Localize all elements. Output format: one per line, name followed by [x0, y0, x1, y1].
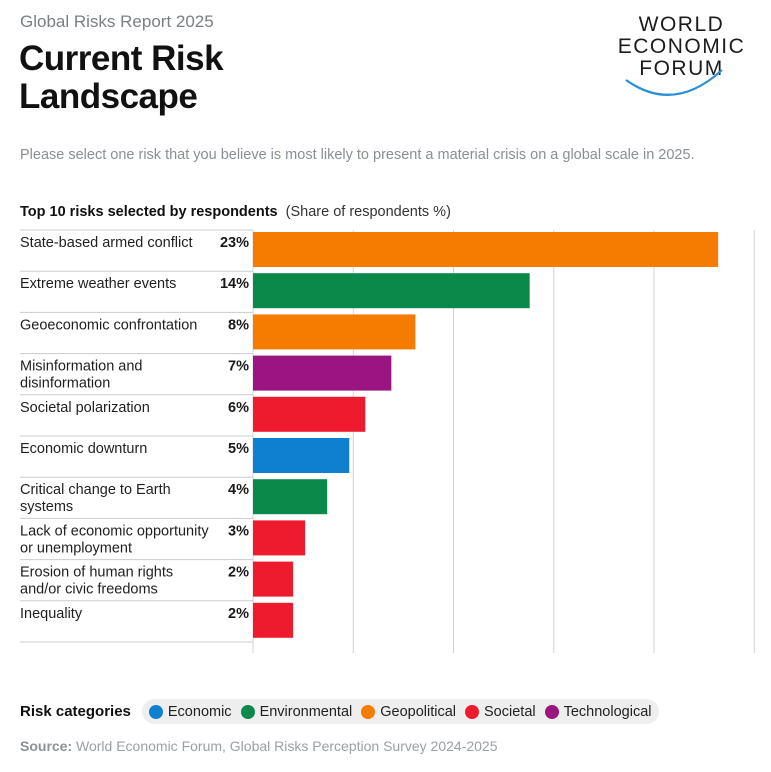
category-label-societal-polarization: Societal polarization	[20, 400, 150, 416]
bar-inequality	[253, 602, 294, 638]
category-label-erosion-of-human-rights-and-or-civic-freedoms: Erosion of human rights and/or civic free…	[20, 565, 173, 598]
value-label-inequality: 2%	[228, 606, 249, 622]
bar-misinformation-and-disinformation	[253, 355, 392, 391]
value-label-geoeconomic-confrontation: 8%	[228, 317, 249, 333]
category-label-line: Inequality	[20, 606, 83, 622]
logo-arc-icon	[625, 69, 723, 96]
bar-economic-downturn	[253, 438, 350, 473]
source-note: Source: World Economic Forum, Global Ris…	[20, 738, 498, 754]
economic-dot-icon	[148, 704, 163, 719]
category-label-economic-downturn: Economic downturn	[20, 441, 147, 457]
logo-line-1: WORLD	[638, 13, 725, 36]
legend-label-geopolitical: Geopolitical	[380, 703, 457, 720]
page-title-line-1: Current Risk	[19, 39, 224, 78]
legend-item-environmental: Environmental	[240, 703, 353, 720]
chart-heading: Top 10 risks selected by respondents (Sh…	[20, 204, 451, 220]
category-label-extreme-weather-events: Extreme weather events	[20, 276, 176, 292]
category-label-line: disinformation	[20, 376, 110, 392]
category-label-lack-of-economic-opportunity-or-unemployment: Lack of economic opportunity or unemploym…	[20, 523, 209, 556]
category-label-line: systems	[20, 499, 73, 515]
value-label-lack-of-economic-opportunity-or-unemployment: 3%	[228, 523, 249, 539]
societal-dot-icon	[465, 704, 480, 719]
category-label-line: Critical change to Earth	[20, 482, 171, 498]
bar-critical-change-to-earth-systems	[253, 479, 328, 515]
bar-geoeconomic-confrontation	[253, 314, 416, 350]
category-label-line: Economic downturn	[20, 441, 147, 457]
chart-heading-unit: (Share of respondents %)	[285, 204, 451, 220]
legend-label-economic: Economic	[167, 703, 232, 720]
legend-label-technological: Technological	[563, 703, 652, 720]
legend-item-societal: Societal	[465, 704, 536, 720]
risk-bar-chart: State-based armed conflict 23% Extreme wea…	[20, 229, 755, 653]
value-label-misinformation-and-disinformation: 7%	[228, 359, 249, 375]
technological-dot-icon	[544, 704, 559, 719]
value-label-state-based-armed-conflict: 23%	[220, 235, 249, 251]
logo-line-3: FORUM	[639, 57, 724, 80]
bar-erosion-of-human-rights-and-or-civic-freedoms	[253, 561, 294, 597]
category-label-line: State-based armed conflict	[20, 235, 192, 251]
category-label-line: or unemployment	[20, 540, 132, 556]
chart-heading-title: Top 10 risks selected by respondents	[20, 204, 278, 220]
value-label-critical-change-to-earth-systems: 4%	[228, 482, 249, 498]
bar-societal-polarization	[253, 396, 366, 432]
legend: Risk categories Economic Environmental G…	[20, 699, 660, 724]
page-title-line-2: Landscape	[19, 77, 198, 116]
category-label-line: Erosion of human rights	[20, 565, 173, 581]
legend-title: Risk categories	[20, 703, 131, 720]
legend-item-geopolitical: Geopolitical	[361, 704, 456, 720]
report-label: Global Risks Report 2025	[20, 12, 214, 31]
source-label: Source:	[20, 738, 73, 754]
bar-extreme-weather-events	[253, 273, 530, 309]
source-text: World Economic Forum, Global Risks Perce…	[76, 738, 498, 754]
legend-pill: Economic Environmental Geopolitical Soci…	[141, 699, 660, 724]
legend-item-economic: Economic	[148, 703, 232, 720]
category-label-critical-change-to-earth-systems: Critical change to Earth systems	[20, 482, 171, 515]
category-label-line: Misinformation and	[20, 359, 143, 375]
bar-state-based-armed-conflict	[253, 232, 719, 267]
category-label-line: Societal polarization	[20, 400, 150, 416]
legend-item-technological: Technological	[544, 703, 652, 720]
value-label-extreme-weather-events: 14%	[220, 276, 249, 292]
category-label-line: Extreme weather events	[20, 276, 176, 292]
survey-question: Please select one risk that you believe …	[20, 147, 695, 163]
category-label-state-based-armed-conflict: State-based armed conflict	[20, 235, 192, 251]
wef-logo: WORLD ECONOMIC FORUM	[604, 12, 759, 102]
legend-label-environmental: Environmental	[259, 703, 353, 720]
value-label-societal-polarization: 6%	[228, 400, 249, 416]
logo-line-2: ECONOMIC	[617, 35, 746, 58]
value-label-economic-downturn: 5%	[228, 441, 249, 457]
category-label-line: Geoeconomic confrontation	[20, 317, 197, 333]
legend-label-societal: Societal	[484, 703, 536, 720]
geopolitical-dot-icon	[361, 704, 376, 719]
category-label-geoeconomic-confrontation: Geoeconomic confrontation	[20, 317, 197, 333]
environmental-dot-icon	[240, 704, 255, 719]
category-label-inequality: Inequality	[20, 606, 83, 622]
page-title: Current Risk Landscape	[19, 39, 224, 116]
value-label-erosion-of-human-rights-and-or-civic-freedoms: 2%	[228, 565, 249, 581]
bar-lack-of-economic-opportunity-or-unemployment	[253, 520, 306, 556]
category-label-misinformation-and-disinformation: Misinformation and disinformation	[20, 359, 143, 392]
category-label-line: and/or civic freedoms	[20, 582, 158, 598]
category-label-line: Lack of economic opportunity	[20, 523, 209, 539]
